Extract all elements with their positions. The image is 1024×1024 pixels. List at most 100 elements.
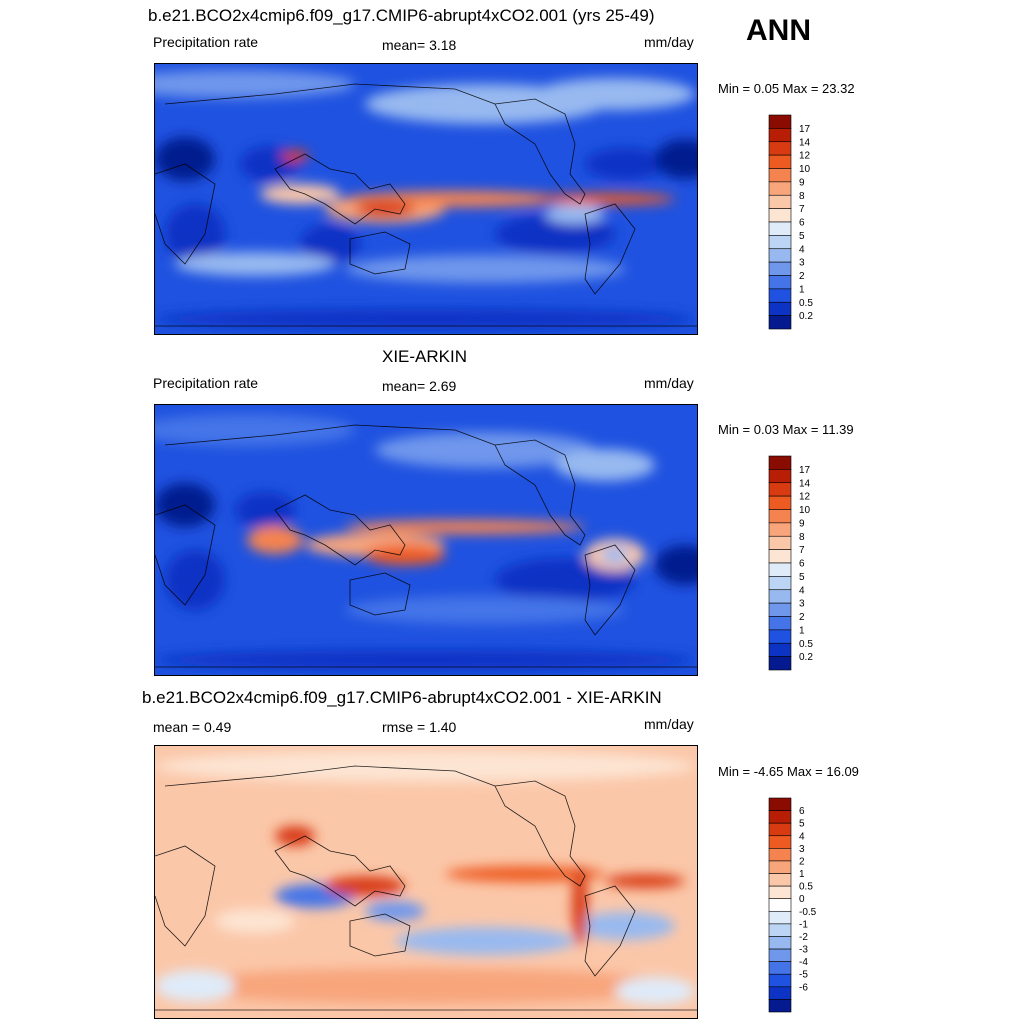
colorbar-tick-label: 4 (799, 585, 805, 596)
colorbar-tick-label: 3 (799, 844, 805, 855)
panel1-variable-label: Precipitation rate (153, 34, 259, 50)
season-label: ANN (746, 14, 811, 47)
panel2-map (154, 404, 698, 676)
panel1-minmax-label: Min = 0.05 Max = 23.32 (718, 81, 855, 96)
panel2-title: XIE-ARKIN (382, 347, 468, 366)
colorbar-swatch (768, 602, 792, 617)
colorbar-swatch (768, 999, 792, 1013)
colorbar-swatch (768, 562, 792, 577)
colorbar-tick-label: 3 (799, 258, 805, 269)
colorbar-tick-label: 7 (799, 545, 805, 556)
colorbar-tick-label: 1 (799, 284, 805, 295)
colorbar-tick-label: 2 (799, 856, 805, 867)
panel2-units-label: mm/day (644, 375, 694, 391)
panel1-units-label: mm/day (644, 34, 694, 50)
colorbar-tick-label: 0.2 (799, 311, 813, 322)
colorbar-tick-label: 0.5 (799, 639, 813, 650)
colorbar-swatch (768, 509, 792, 524)
colorbar-tick-label: 6 (799, 559, 805, 570)
colorbar-tick-label: 17 (799, 465, 811, 476)
colorbar-swatch (768, 923, 792, 937)
colorbar-tick-label: 12 (799, 151, 811, 162)
colorbar-swatch (768, 873, 792, 887)
colorbar-tick-label: 9 (799, 518, 805, 529)
colorbar-swatch (768, 589, 792, 604)
colorbar-tick-label: -5 (799, 970, 808, 981)
colorbar-tick-label: 6 (799, 218, 805, 229)
colorbar-swatch (768, 141, 792, 156)
colorbar-swatch (768, 810, 792, 824)
colorbar-swatch (768, 194, 792, 209)
colorbar-swatch (768, 288, 792, 303)
colorbar-tick-label: 10 (799, 505, 811, 516)
colorbar-swatch (768, 656, 792, 671)
colorbar-tick-label: 0.5 (799, 882, 813, 893)
colorbar-tick-label: 14 (799, 478, 811, 489)
colorbar-swatch (768, 315, 792, 330)
colorbar-tick-label: -0.5 (799, 907, 817, 918)
colorbar-swatch (768, 248, 792, 263)
colorbar-swatch (768, 168, 792, 183)
colorbar-swatch (768, 835, 792, 849)
colorbar-swatch (768, 535, 792, 550)
panel3-minmax-label: Min = -4.65 Max = 16.09 (718, 764, 859, 779)
panel3-rmse-label: rmse = 1.40 (382, 719, 457, 735)
colorbar-swatch (768, 181, 792, 196)
colorbar-swatch (768, 629, 792, 644)
panel2-variable-label: Precipitation rate (153, 375, 259, 391)
panel3-units-label: mm/day (644, 716, 694, 732)
colorbar-swatch (768, 495, 792, 510)
panel1-mean-label: mean= 3.18 (382, 37, 457, 53)
colorbar-tick-label: 5 (799, 572, 805, 583)
colorbar-swatch (768, 822, 792, 837)
colorbar-tick-label: 6 (799, 806, 805, 817)
colorbar-swatch (768, 910, 792, 925)
panel3-colorbar: 6 5 4 3 2 1 0.5 0 -0.5 -1 -2 -3 -4 -5 -6 (768, 797, 848, 1022)
panel2-mean-label: mean= 2.69 (382, 378, 457, 394)
colorbar-swatch (768, 860, 792, 874)
colorbar-swatch (768, 549, 792, 564)
colorbar-tick-label: 7 (799, 204, 805, 215)
colorbar-tick-label: 5 (799, 231, 805, 242)
colorbar-swatch (768, 128, 792, 143)
colorbar-tick-label: 17 (799, 124, 811, 135)
colorbar-swatch (768, 301, 792, 316)
colorbar-tick-label: -3 (799, 945, 808, 956)
colorbar-tick-label: -1 (799, 919, 808, 930)
colorbar-tick-label: 2 (799, 271, 805, 282)
panel2-colorbar: 17 14 12 10 9 8 7 6 5 4 3 2 1 0.5 0.2 (768, 455, 848, 680)
colorbar-swatch (768, 936, 792, 950)
colorbar-swatch (768, 261, 792, 276)
colorbar-tick-label: -4 (799, 957, 808, 968)
panel3-title: b.e21.BCO2x4cmip6.f09_g17.CMIP6-abrupt4x… (142, 688, 662, 707)
colorbar-swatch (768, 208, 792, 223)
colorbar-swatch (768, 885, 792, 900)
panel2-minmax-label: Min = 0.03 Max = 11.39 (718, 422, 854, 437)
colorbar-tick-label: 8 (799, 532, 805, 543)
colorbar-swatch (768, 221, 792, 236)
colorbar-tick-label: 4 (799, 244, 805, 255)
colorbar-swatch (768, 973, 792, 988)
colorbar-swatch (768, 235, 792, 250)
colorbar-swatch (768, 948, 792, 962)
colorbar-swatch (768, 455, 792, 470)
colorbar-tick-label: 0.2 (799, 652, 813, 663)
colorbar-swatch (768, 482, 792, 497)
colorbar-tick-label: -2 (799, 932, 808, 943)
colorbar-swatch (768, 898, 792, 912)
colorbar-tick-label: 1 (799, 625, 805, 636)
colorbar-swatch (768, 616, 792, 631)
colorbar-swatch (768, 275, 792, 290)
panel1-colorbar: 17 14 12 10 9 8 7 6 5 4 3 2 1 0.5 0.2 (768, 114, 848, 339)
colorbar-tick-label: 2 (799, 612, 805, 623)
panel1-title: b.e21.BCO2x4cmip6.f09_g17.CMIP6-abrupt4x… (148, 6, 655, 25)
colorbar-tick-label: 9 (799, 177, 805, 188)
colorbar-tick-label: 3 (799, 599, 805, 610)
colorbar-tick-label: 0 (799, 894, 805, 905)
colorbar-swatch (768, 114, 792, 129)
panel1-map (154, 63, 698, 335)
colorbar-tick-label: 14 (799, 137, 811, 148)
colorbar-swatch (768, 522, 792, 537)
colorbar-swatch (768, 961, 792, 975)
colorbar-tick-label: 1 (799, 869, 805, 880)
